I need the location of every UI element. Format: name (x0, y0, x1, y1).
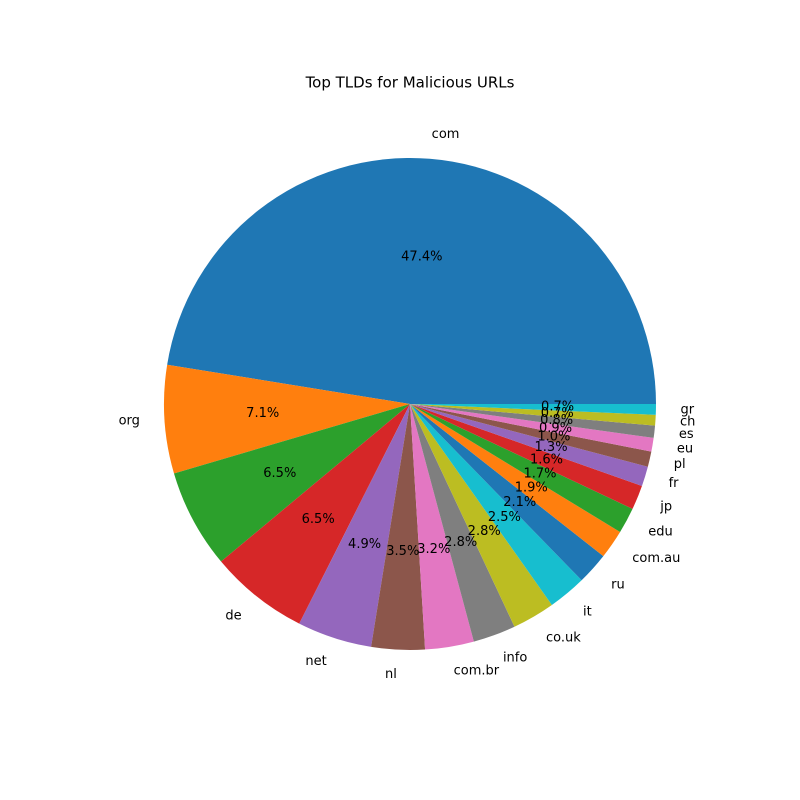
pie-slice (221, 404, 410, 624)
slice-label: de (225, 608, 241, 623)
pie-slice (410, 404, 604, 581)
pie-slice (163, 364, 410, 474)
slice-value-label: 2.8% (468, 524, 501, 539)
slice-label: com.br (454, 664, 500, 679)
slice-value-label: 6.5% (263, 466, 296, 481)
slice-value-label: 1.0% (537, 430, 570, 445)
slice-value-label: 0.7% (541, 400, 574, 415)
pie-slice (174, 404, 410, 562)
slice-value-label: 3.5% (386, 544, 419, 559)
pie-slice (371, 404, 426, 650)
slice-value-label: 2.8% (444, 535, 477, 550)
slice-label: pl (674, 457, 686, 472)
slice-value-label: 4.9% (348, 537, 381, 552)
slice-value-label: 1.9% (515, 481, 548, 496)
pie-slice (410, 404, 552, 627)
pie-slice (410, 404, 656, 438)
slice-label: com.au (632, 551, 680, 566)
pie-slice (410, 404, 642, 509)
pie-slice (410, 404, 515, 642)
slice-value-label: 2.5% (488, 510, 521, 525)
slice-label: es (679, 427, 694, 442)
pie-slice (410, 404, 633, 532)
slice-label: edu (648, 525, 673, 540)
slice-label: co.uk (546, 630, 581, 645)
pie-slice (410, 404, 656, 426)
slice-value-label: 0.8% (540, 413, 573, 428)
slice-value-label: 1.7% (523, 466, 556, 481)
slice-value-label: 3.2% (417, 542, 450, 557)
slice-label: fr (669, 476, 680, 491)
chart-title: Top TLDs for Malicious URLs (305, 74, 515, 92)
slice-label: net (305, 654, 326, 669)
slice-value-label: 2.1% (503, 495, 536, 510)
pie-slice (410, 404, 656, 415)
pie-slice (299, 404, 410, 647)
slice-label: eu (677, 441, 693, 456)
pie-slice (410, 404, 654, 452)
slice-label: ru (611, 578, 625, 593)
pie-slice (410, 404, 474, 650)
pie-slice (410, 404, 582, 605)
slice-value-label: 0.7% (541, 406, 574, 421)
pie-slice (410, 404, 621, 557)
slice-label: info (503, 651, 527, 666)
slice-label: jp (659, 499, 672, 514)
slice-value-label: 1.3% (535, 440, 568, 455)
slice-label: it (583, 605, 592, 620)
pie-slice (167, 158, 657, 404)
slice-value-label: 7.1% (246, 406, 279, 421)
pie-slice (410, 404, 648, 486)
slice-value-label: 47.4% (401, 249, 442, 264)
slice-label: org (119, 414, 140, 429)
slice-value-label: 0.9% (539, 421, 572, 436)
slice-label: com (432, 127, 460, 142)
slice-value-label: 1.6% (530, 453, 563, 468)
slice-value-label: 6.5% (302, 512, 335, 527)
slice-label: nl (385, 667, 397, 682)
slice-label: ch (680, 414, 695, 429)
slice-label: gr (681, 402, 695, 417)
pie-slice (410, 404, 652, 467)
